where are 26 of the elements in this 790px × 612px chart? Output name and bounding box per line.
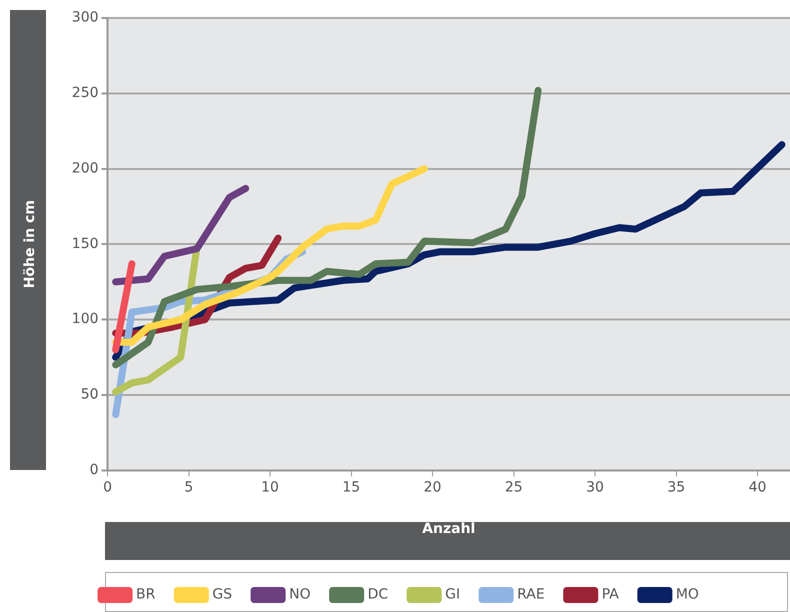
legend-label: MO bbox=[676, 586, 699, 603]
x-tick-label: 20 bbox=[424, 479, 442, 496]
y-tick-label: 100 bbox=[72, 311, 99, 328]
legend-label: PA bbox=[602, 586, 620, 603]
x-tick-label: 15 bbox=[342, 479, 360, 496]
y-tick-label: 300 bbox=[72, 10, 99, 26]
y-tick-label: 150 bbox=[72, 236, 99, 252]
y-tick-label: 250 bbox=[72, 85, 99, 102]
legend-label: BR bbox=[136, 586, 156, 603]
y-tick-label: 200 bbox=[72, 160, 99, 176]
x-tick-label: 25 bbox=[504, 479, 523, 496]
x-tick-label: 0 bbox=[103, 479, 112, 496]
legend-label: GS bbox=[212, 586, 232, 603]
y-tick-label: 50 bbox=[80, 386, 99, 403]
legend-label: DC bbox=[368, 586, 388, 603]
x-tick-label: 35 bbox=[667, 479, 686, 496]
legend-label: RAE bbox=[517, 586, 545, 603]
x-tick-label: 40 bbox=[748, 479, 766, 496]
x-axis-title: Anzahl bbox=[422, 521, 476, 538]
x-tick-label: 30 bbox=[586, 479, 604, 496]
x-tick-label: 5 bbox=[184, 479, 194, 496]
legend-label: GI bbox=[445, 586, 460, 603]
y-tick-label: 0 bbox=[90, 462, 99, 478]
x-tick-label: 10 bbox=[261, 479, 279, 496]
y-axis-title: Höhe in cm bbox=[22, 200, 38, 288]
legend-label: NO bbox=[289, 586, 311, 603]
